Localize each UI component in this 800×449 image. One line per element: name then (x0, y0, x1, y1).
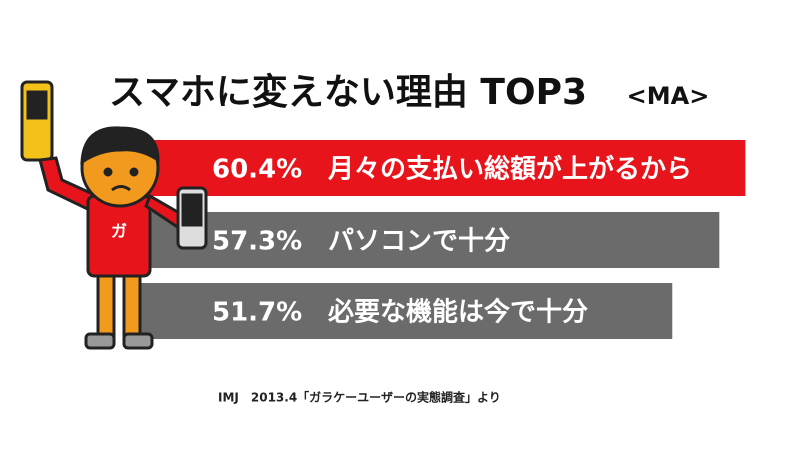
bar (140, 140, 746, 196)
hair (80, 126, 160, 165)
chart-title: スマホに変えない理由 TOP3 (109, 71, 587, 113)
leg-right (122, 268, 142, 338)
category-label: 必要な機能は今で十分 (328, 297, 588, 328)
eye (129, 167, 139, 177)
value-label: 51.7% (212, 298, 302, 328)
eye (103, 167, 113, 177)
chart-subtitle: <MA> (627, 82, 710, 110)
phone-screen (181, 193, 203, 227)
bar (140, 283, 673, 339)
source-note: IMJ 2013.4「ガラケーユーザーの実態調査」より (218, 390, 501, 405)
phone-screen (26, 90, 48, 120)
category-label: 月々の支払い総額が上がるから (327, 154, 692, 185)
foot-left (84, 332, 116, 350)
mascot-label: ガ (111, 222, 127, 241)
leg-left (96, 268, 116, 338)
value-label: 57.3% (212, 227, 302, 257)
category-label: パソコンで十分 (328, 227, 510, 257)
value-label: 60.4% (212, 155, 302, 185)
mouth (111, 185, 131, 192)
foot-right (122, 332, 154, 350)
bars (140, 140, 746, 339)
bar (140, 212, 720, 268)
mascot (20, 80, 208, 350)
